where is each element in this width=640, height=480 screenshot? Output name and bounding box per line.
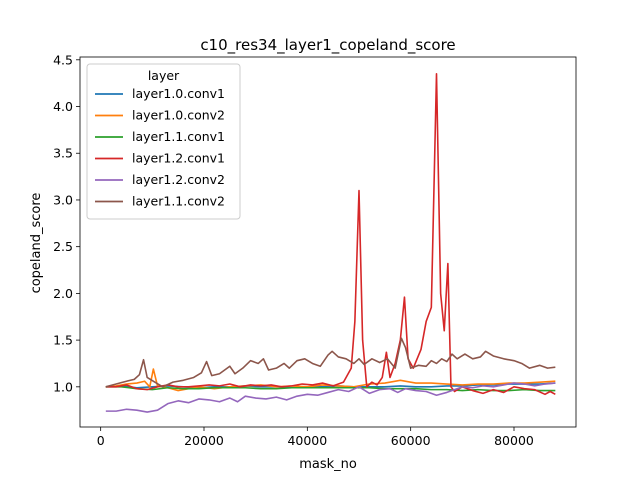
y-tick-label: 3.5 <box>53 146 73 161</box>
x-tick-label: 0 <box>97 433 105 448</box>
series-line-layer1-1-conv2 <box>105 337 556 388</box>
series-line-layer1-2-conv1 <box>105 73 556 396</box>
series-line-layer1-1-conv1 <box>105 386 556 392</box>
series-line-layer1-2-conv2 <box>105 382 556 413</box>
x-tick-label: 80000 <box>494 433 534 448</box>
legend: layer layer1.0.conv1 layer1.0.conv2 layer1.… <box>86 63 241 220</box>
legend-entry-label: layer1.0.conv2 <box>132 108 225 123</box>
x-tick-label: 20000 <box>184 433 224 448</box>
legend-title: layer <box>148 68 180 83</box>
legend-entry-label: layer1.1.conv1 <box>132 129 225 144</box>
x-axis: 0 20000 40000 60000 80000 <box>97 427 534 448</box>
y-tick-label: 2.0 <box>53 286 73 301</box>
x-axis-label: mask_no <box>299 457 357 472</box>
x-tick-label: 60000 <box>391 433 431 448</box>
y-axis: 1.0 1.5 2.0 2.5 3.0 3.5 4.0 4.5 <box>53 52 80 394</box>
y-axis-label: copeland_score <box>29 193 44 294</box>
legend-entry-label: layer1.1.conv2 <box>132 194 225 209</box>
y-tick-label: 1.0 <box>53 379 73 394</box>
plot-frame <box>79 56 577 428</box>
y-tick-label: 4.0 <box>53 99 73 114</box>
y-tick-label: 3.0 <box>53 192 73 207</box>
chart-title: c10_res34_layer1_copeland_score <box>200 36 455 55</box>
y-tick-label: 4.5 <box>53 52 73 67</box>
legend-box <box>86 63 241 220</box>
legend-entry-label: layer1.2.conv2 <box>132 172 225 187</box>
legend-entry-label: layer1.2.conv1 <box>132 151 225 166</box>
legend-entry-label: layer1.0.conv1 <box>132 86 225 101</box>
x-tick-label: 40000 <box>287 433 327 448</box>
series-layer <box>105 73 556 413</box>
y-tick-label: 1.5 <box>53 333 73 348</box>
y-tick-label: 2.5 <box>53 239 73 254</box>
